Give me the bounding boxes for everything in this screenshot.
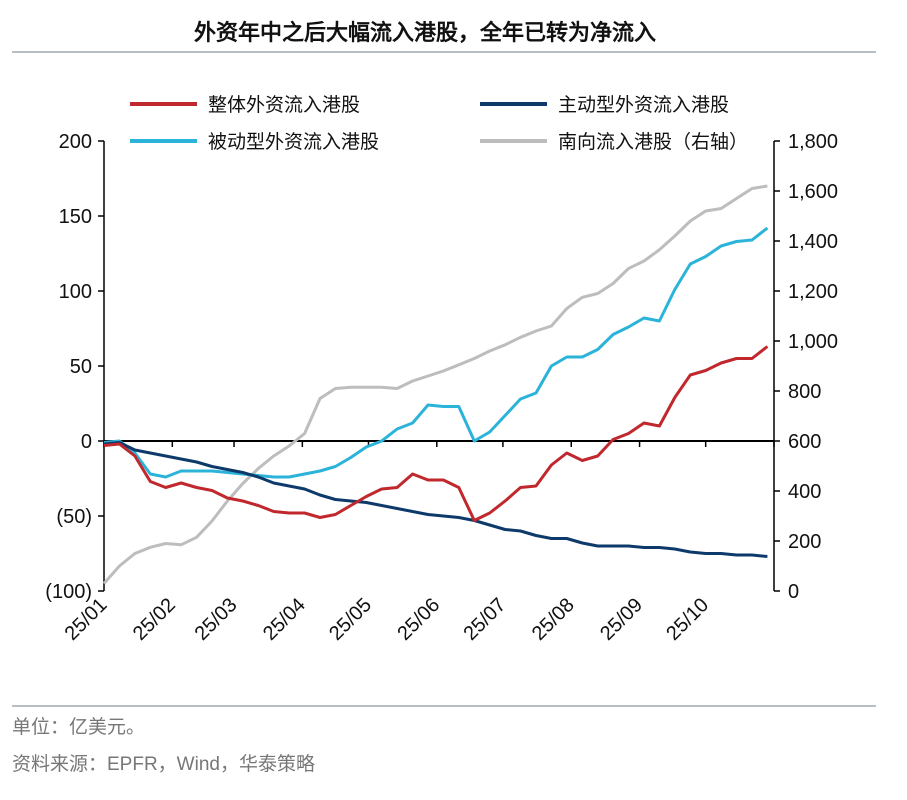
right-tick-label: 1,400 <box>788 231 838 253</box>
right-tick-label: 800 <box>788 381 821 403</box>
x-tick-label: 25/06 <box>393 594 444 645</box>
x-tick-label: 25/02 <box>129 594 180 645</box>
left-tick-label: 50 <box>70 356 92 378</box>
x-tick-label: 25/09 <box>596 594 647 645</box>
chart-title: 外资年中之后大幅流入港股，全年已转为净流入 <box>194 20 656 45</box>
series-lines <box>102 184 769 585</box>
series-line-active <box>103 441 768 558</box>
x-tick-label: 25/07 <box>459 594 510 645</box>
source-note: 资料来源：EPFR，Wind，华泰策略 <box>12 753 315 775</box>
right-tick-label: 200 <box>788 531 821 553</box>
right-tick-label: 1,600 <box>788 181 838 203</box>
x-tick-label: 25/04 <box>259 594 310 645</box>
left-tick-label: 0 <box>81 431 92 453</box>
right-tick-label: 600 <box>788 431 821 453</box>
x-tick-label: 25/08 <box>528 594 579 645</box>
series-line-southbound <box>102 184 768 585</box>
legend-label-active: 主动型外资流入港股 <box>558 94 729 116</box>
legend-label-passive: 被动型外资流入港股 <box>208 131 379 153</box>
series-line-passive <box>103 226 769 479</box>
right-tick-label: 1,000 <box>788 331 838 353</box>
series-line-total <box>103 345 769 522</box>
x-tick-label: 25/05 <box>325 594 376 645</box>
right-tick-label: 1,200 <box>788 281 838 303</box>
right-tick-label: 0 <box>788 581 799 603</box>
right-tick-label: 1,800 <box>788 131 838 153</box>
legend: 整体外资流入港股 主动型外资流入港股 被动型外资流入港股 南向流入港股（右轴） <box>130 94 748 153</box>
unit-note: 单位：亿美元。 <box>12 716 145 738</box>
left-tick-label: (50) <box>56 506 92 528</box>
right-tick-label: 400 <box>788 481 821 503</box>
left-tick-label: 200 <box>59 131 92 153</box>
x-tick-label: 25/10 <box>662 594 713 645</box>
left-tick-label: 100 <box>59 281 92 303</box>
left-tick-label: (100) <box>45 581 92 603</box>
legend-label-southbound: 南向流入港股（右轴） <box>558 131 748 153</box>
left-tick-label: 150 <box>59 206 92 228</box>
x-tick-label: 25/03 <box>191 594 242 645</box>
legend-label-total: 整体外资流入港股 <box>208 94 360 116</box>
